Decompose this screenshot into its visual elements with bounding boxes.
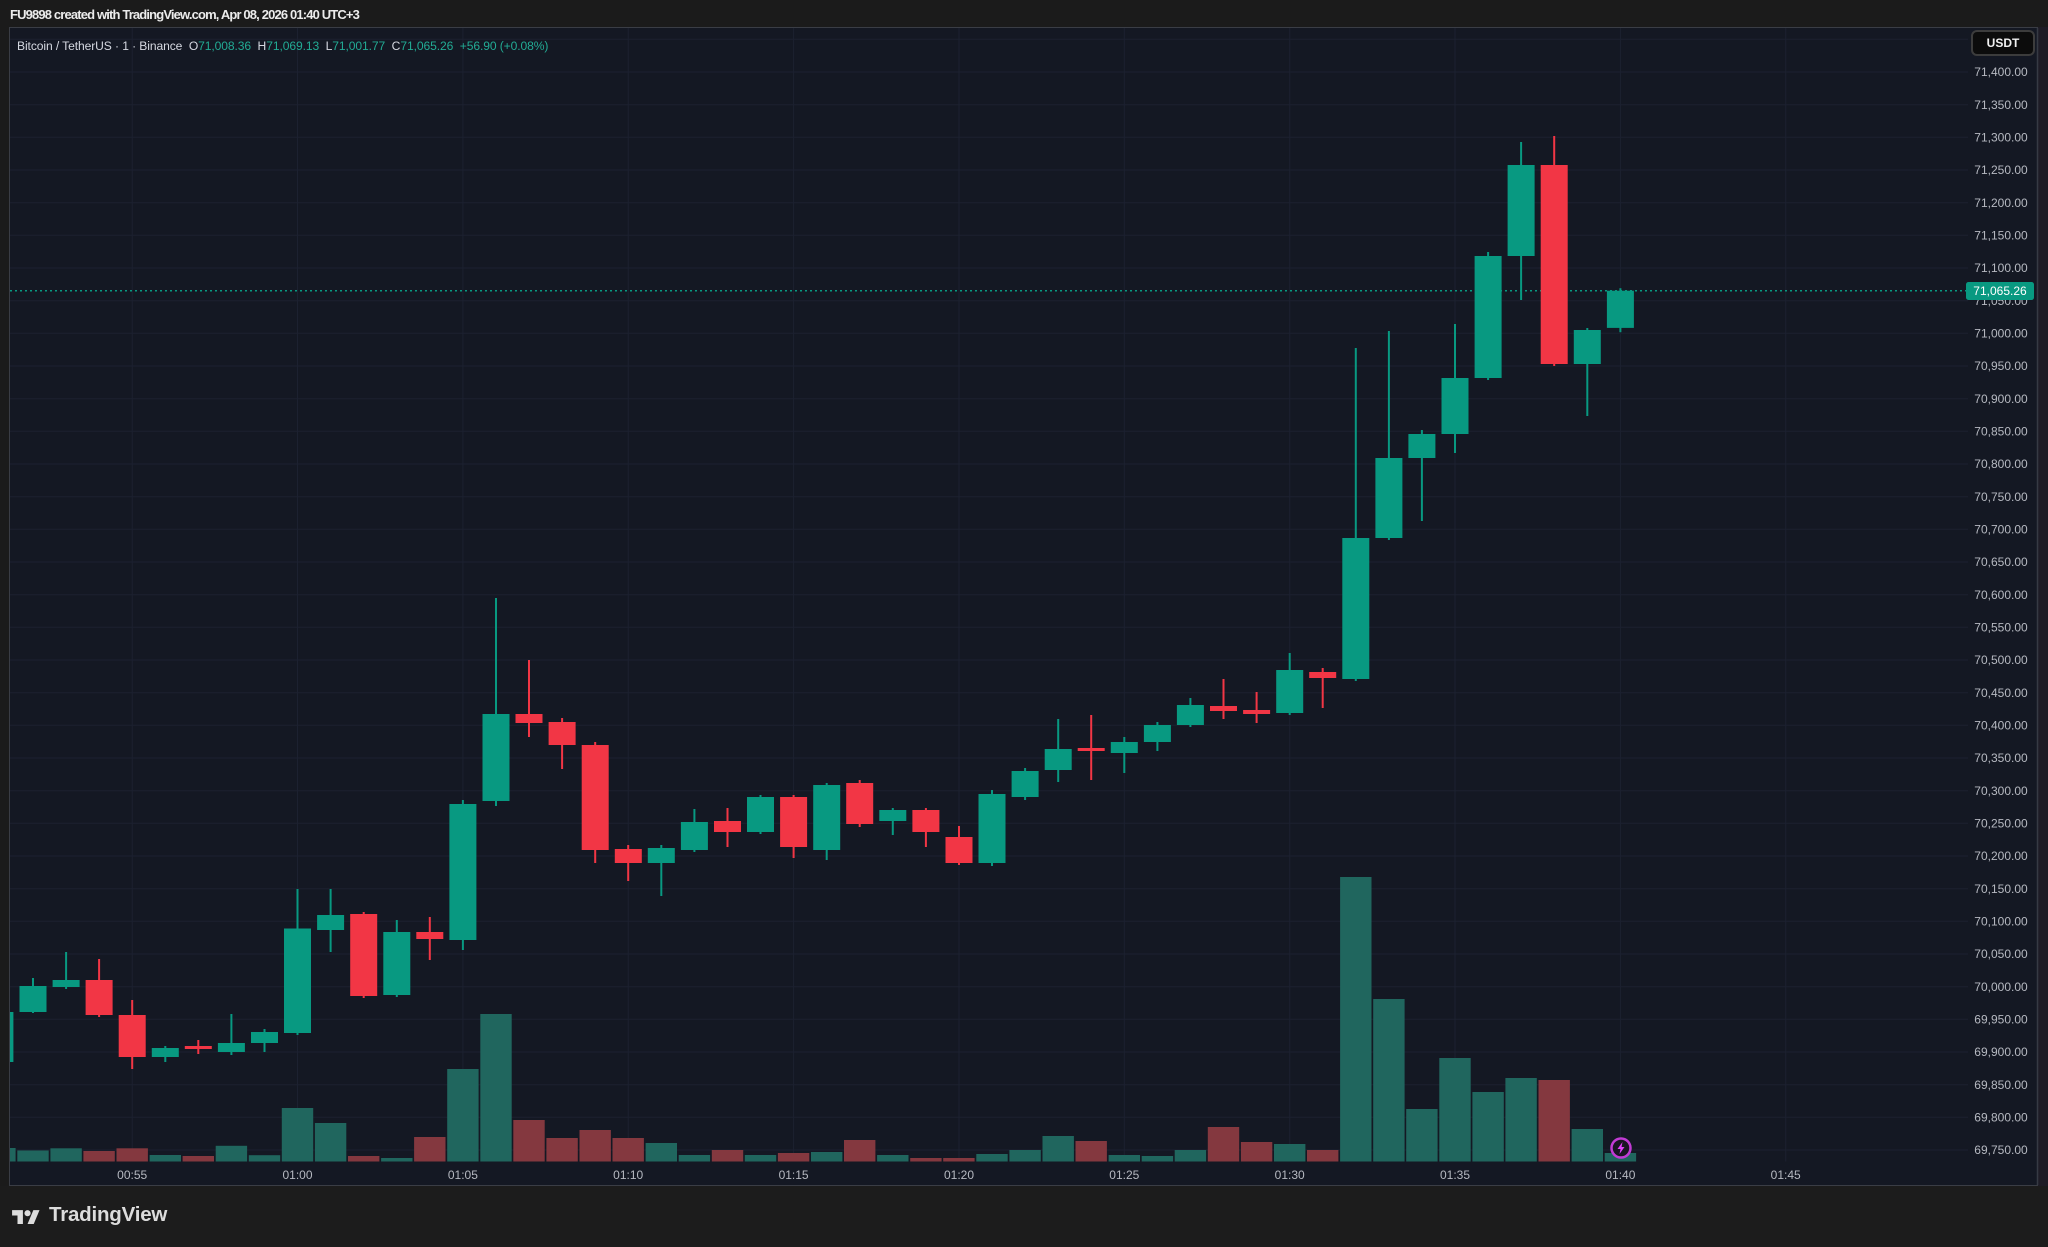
svg-text:70,250.00: 70,250.00 — [1974, 817, 2028, 831]
svg-text:70,200.00: 70,200.00 — [1974, 849, 2028, 863]
svg-text:69,950.00: 69,950.00 — [1974, 1013, 2028, 1027]
svg-text:70,350.00: 70,350.00 — [1974, 751, 2028, 765]
svg-text:71,250.00: 71,250.00 — [1974, 163, 2028, 177]
svg-text:70,450.00: 70,450.00 — [1974, 686, 2028, 700]
svg-text:01:15: 01:15 — [779, 1168, 809, 1182]
svg-text:69,900.00: 69,900.00 — [1974, 1045, 2028, 1059]
svg-text:71,300.00: 71,300.00 — [1974, 131, 2028, 145]
svg-text:70,100.00: 70,100.00 — [1974, 915, 2028, 929]
svg-text:70,500.00: 70,500.00 — [1974, 653, 2028, 667]
svg-text:01:35: 01:35 — [1440, 1168, 1470, 1182]
svg-text:70,000.00: 70,000.00 — [1974, 980, 2028, 994]
svg-text:01:45: 01:45 — [1771, 1168, 1801, 1182]
svg-text:70,900.00: 70,900.00 — [1974, 392, 2028, 406]
svg-text:70,850.00: 70,850.00 — [1974, 425, 2028, 439]
svg-text:70,550.00: 70,550.00 — [1974, 621, 2028, 635]
svg-text:01:20: 01:20 — [944, 1168, 974, 1182]
svg-text:70,400.00: 70,400.00 — [1974, 719, 2028, 733]
svg-text:01:00: 01:00 — [282, 1168, 312, 1182]
svg-text:70,050.00: 70,050.00 — [1974, 947, 2028, 961]
svg-text:71,150.00: 71,150.00 — [1974, 229, 2028, 243]
svg-text:00:55: 00:55 — [117, 1168, 147, 1182]
svg-text:71,200.00: 71,200.00 — [1974, 196, 2028, 210]
svg-text:01:25: 01:25 — [1109, 1168, 1139, 1182]
svg-text:01:30: 01:30 — [1275, 1168, 1305, 1182]
svg-text:70,750.00: 70,750.00 — [1974, 490, 2028, 504]
svg-text:01:10: 01:10 — [613, 1168, 643, 1182]
svg-text:71,065.26: 71,065.26 — [1973, 284, 2027, 298]
svg-text:69,800.00: 69,800.00 — [1974, 1111, 2028, 1125]
svg-text:70,950.00: 70,950.00 — [1974, 359, 2028, 373]
svg-text:70,800.00: 70,800.00 — [1974, 457, 2028, 471]
svg-text:69,750.00: 69,750.00 — [1974, 1143, 2028, 1157]
svg-text:69,850.00: 69,850.00 — [1974, 1078, 2028, 1092]
svg-text:71,350.00: 71,350.00 — [1974, 98, 2028, 112]
svg-text:01:40: 01:40 — [1605, 1168, 1635, 1182]
svg-text:01:05: 01:05 — [448, 1168, 478, 1182]
svg-text:71,100.00: 71,100.00 — [1974, 261, 2028, 275]
svg-text:70,300.00: 70,300.00 — [1974, 784, 2028, 798]
svg-text:71,400.00: 71,400.00 — [1974, 65, 2028, 79]
svg-text:70,700.00: 70,700.00 — [1974, 523, 2028, 537]
svg-text:70,650.00: 70,650.00 — [1974, 555, 2028, 569]
svg-text:70,150.00: 70,150.00 — [1974, 882, 2028, 896]
svg-text:70,600.00: 70,600.00 — [1974, 588, 2028, 602]
svg-text:71,000.00: 71,000.00 — [1974, 327, 2028, 341]
